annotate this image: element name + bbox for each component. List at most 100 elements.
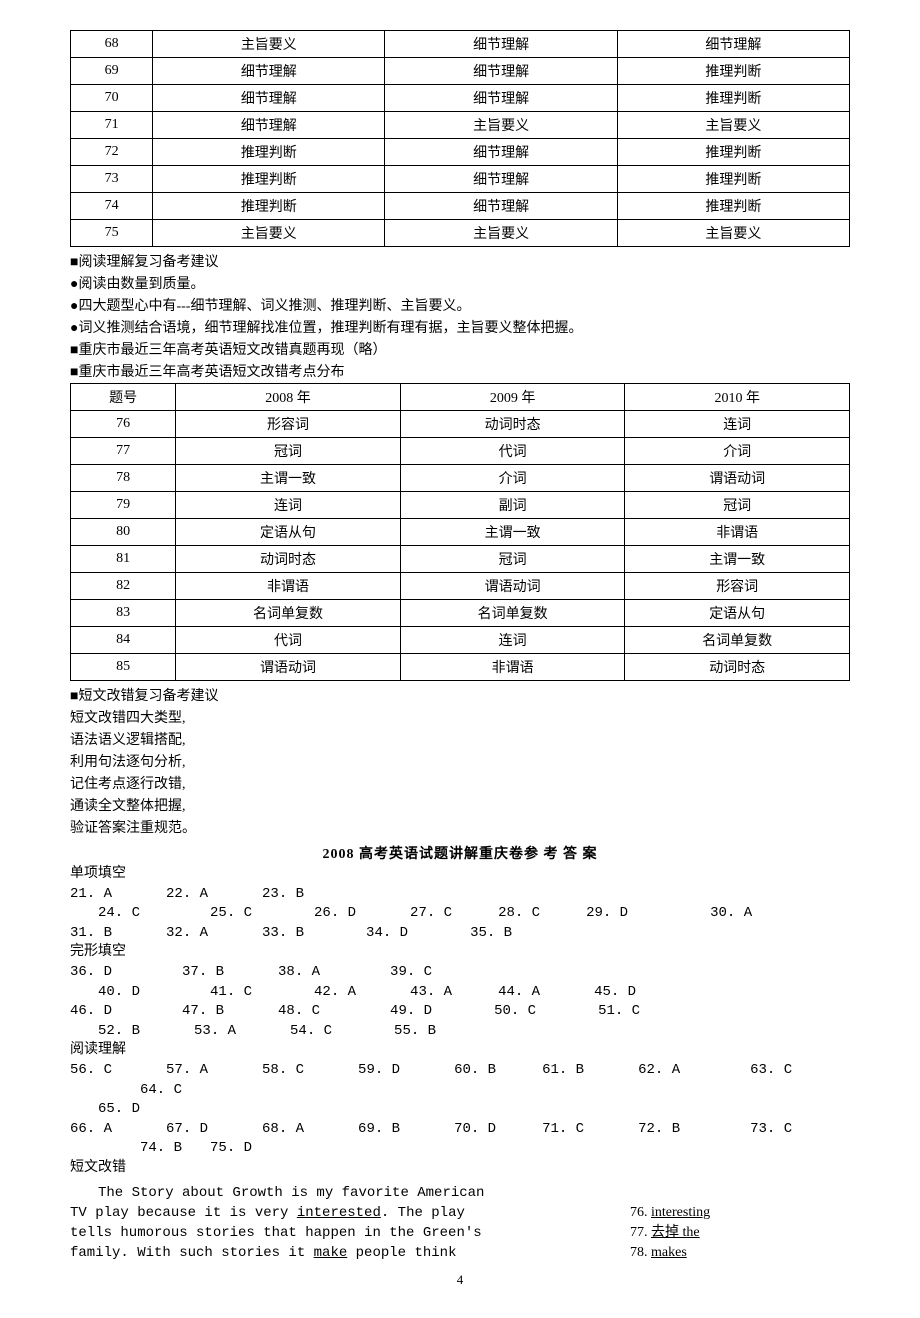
- bullet-line: ●词义推测结合语境，细节理解找准位置，推理判断有理有据，主旨要义整体把握。: [70, 317, 850, 337]
- table-header-cell: 题号: [71, 384, 176, 411]
- table-cell: 名词单复数: [176, 600, 401, 627]
- error-distribution-table: 题号2008 年2009 年2010 年76形容词动词时态连词77冠词代词介词7…: [70, 383, 850, 681]
- answer-item: 45. D: [540, 983, 636, 1003]
- answer-item: 26. D: [252, 904, 356, 924]
- advice-line: 利用句法逐句分析,: [70, 751, 850, 771]
- answer-item: 21. A: [70, 885, 112, 905]
- answer-item: 56. C: [70, 1061, 112, 1081]
- table-cell: 主谓一致: [400, 519, 625, 546]
- answer-item: 51. C: [536, 1002, 640, 1022]
- advice-line: 通读全文整体把握,: [70, 795, 850, 815]
- answer-item: 34. D: [304, 924, 408, 944]
- table-cell: 非谓语: [400, 654, 625, 681]
- answer-item: 68. A: [208, 1120, 304, 1140]
- table-cell: 定语从句: [625, 600, 850, 627]
- answer-item: 29. D: [540, 904, 628, 924]
- table-cell: 73: [71, 166, 153, 193]
- table-cell: 主谓一致: [625, 546, 850, 573]
- underlined-word: make: [314, 1245, 348, 1261]
- table-cell: 68: [71, 31, 153, 58]
- answers-row: 52. B53. A54. C55. B: [70, 1022, 850, 1042]
- table-cell: 推理判断: [153, 139, 385, 166]
- answer-item: 42. A: [252, 983, 356, 1003]
- answer-item: 39. C: [320, 963, 432, 983]
- table-cell: 连词: [625, 411, 850, 438]
- table-cell: 主旨要义: [385, 220, 617, 247]
- answers-row: 31. B32. A33. B34. D35. B: [70, 924, 850, 944]
- table-cell: 名词单复数: [400, 600, 625, 627]
- table-cell: 代词: [400, 438, 625, 465]
- table-cell: 推理判断: [153, 166, 385, 193]
- table-cell: 谓语动词: [400, 573, 625, 600]
- table-cell: 69: [71, 58, 153, 85]
- table-cell: 80: [71, 519, 176, 546]
- table-cell: 细节理解: [385, 85, 617, 112]
- table-cell: 冠词: [176, 438, 401, 465]
- table-cell: 冠词: [625, 492, 850, 519]
- table-cell: 76: [71, 411, 176, 438]
- table-cell: 推理判断: [617, 166, 849, 193]
- answers-section-label: 单项填空: [70, 865, 850, 885]
- table-cell: 名词单复数: [625, 627, 850, 654]
- answer-item: 50. C: [432, 1002, 536, 1022]
- answer-item: 32. A: [112, 924, 208, 944]
- answer-item: 40. D: [70, 983, 140, 1003]
- table-cell: 形容词: [625, 573, 850, 600]
- table-cell: 连词: [176, 492, 401, 519]
- correction-line: family. With such stories it: [70, 1245, 314, 1261]
- table-cell: 主旨要义: [385, 112, 617, 139]
- table-cell: 代词: [176, 627, 401, 654]
- answer-item: 54. C: [236, 1022, 332, 1042]
- answers-section-label: 短文改错: [70, 1159, 850, 1179]
- answer-item: 24. C: [70, 904, 140, 924]
- answer-item: 74. B: [70, 1139, 182, 1159]
- answer-item: 53. A: [140, 1022, 236, 1042]
- table-cell: 70: [71, 85, 153, 112]
- answer-item: 31. B: [70, 924, 112, 944]
- answer-item: 60. B: [400, 1061, 496, 1081]
- answers-row: 40. D41. C42. A43. A44. A45. D: [70, 983, 850, 1003]
- answers-section-label: 阅读理解: [70, 1041, 850, 1061]
- advice-line: 短文改错四大类型,: [70, 707, 850, 727]
- answer-item: 44. A: [452, 983, 540, 1003]
- answer-item: 22. A: [112, 885, 208, 905]
- table-cell: 82: [71, 573, 176, 600]
- table-cell: 细节理解: [385, 193, 617, 220]
- advice-line: 验证答案注重规范。: [70, 817, 850, 837]
- answer-item: 66. A: [70, 1120, 112, 1140]
- table-cell: 推理判断: [617, 85, 849, 112]
- table-cell: 冠词: [400, 546, 625, 573]
- table-cell: 79: [71, 492, 176, 519]
- answers-title: 2008 高考英语试题讲解重庆卷参 考 答 案: [70, 843, 850, 863]
- table-cell: 推理判断: [617, 139, 849, 166]
- answers-block: 单项填空21. A22. A23. B24. C25. C26. D27. C2…: [70, 865, 850, 1179]
- error-distribution-heading: ■重庆市最近三年高考英语短文改错考点分布: [70, 361, 850, 381]
- table-header-cell: 2008 年: [176, 384, 401, 411]
- answer-item: 23. B: [208, 885, 304, 905]
- table-cell: 74: [71, 193, 153, 220]
- table-cell: 75: [71, 220, 153, 247]
- table-cell: 81: [71, 546, 176, 573]
- answers-row: 24. C25. C26. D27. C28. C29. D30. A: [70, 904, 850, 924]
- answer-item: 67. D: [112, 1120, 208, 1140]
- answers-row: 65. D: [70, 1100, 850, 1120]
- table-cell: 细节理解: [385, 166, 617, 193]
- answer-item: 64. C: [70, 1081, 182, 1101]
- table-cell: 动词时态: [625, 654, 850, 681]
- answer-item: 70. D: [400, 1120, 496, 1140]
- answer-item: 48. C: [224, 1002, 320, 1022]
- table-cell: 介词: [625, 438, 850, 465]
- answer-item: 41. C: [140, 983, 252, 1003]
- table-cell: 细节理解: [385, 58, 617, 85]
- table-cell: 推理判断: [617, 193, 849, 220]
- table-cell: 主谓一致: [176, 465, 401, 492]
- correction-line: TV play because it is very: [70, 1205, 297, 1221]
- answer-item: 59. D: [304, 1061, 400, 1081]
- table-cell: 非谓语: [625, 519, 850, 546]
- table-cell: 细节理解: [153, 112, 385, 139]
- answers-row: 66. A67. D68. A69. B70. D71. C72. B73. C…: [70, 1120, 850, 1159]
- answer-item: 62. A: [584, 1061, 680, 1081]
- answer-item: 36. D: [70, 963, 112, 983]
- table-cell: 推理判断: [617, 58, 849, 85]
- bullet-line: ●四大题型心中有---细节理解、词义推测、推理判断、主旨要义。: [70, 295, 850, 315]
